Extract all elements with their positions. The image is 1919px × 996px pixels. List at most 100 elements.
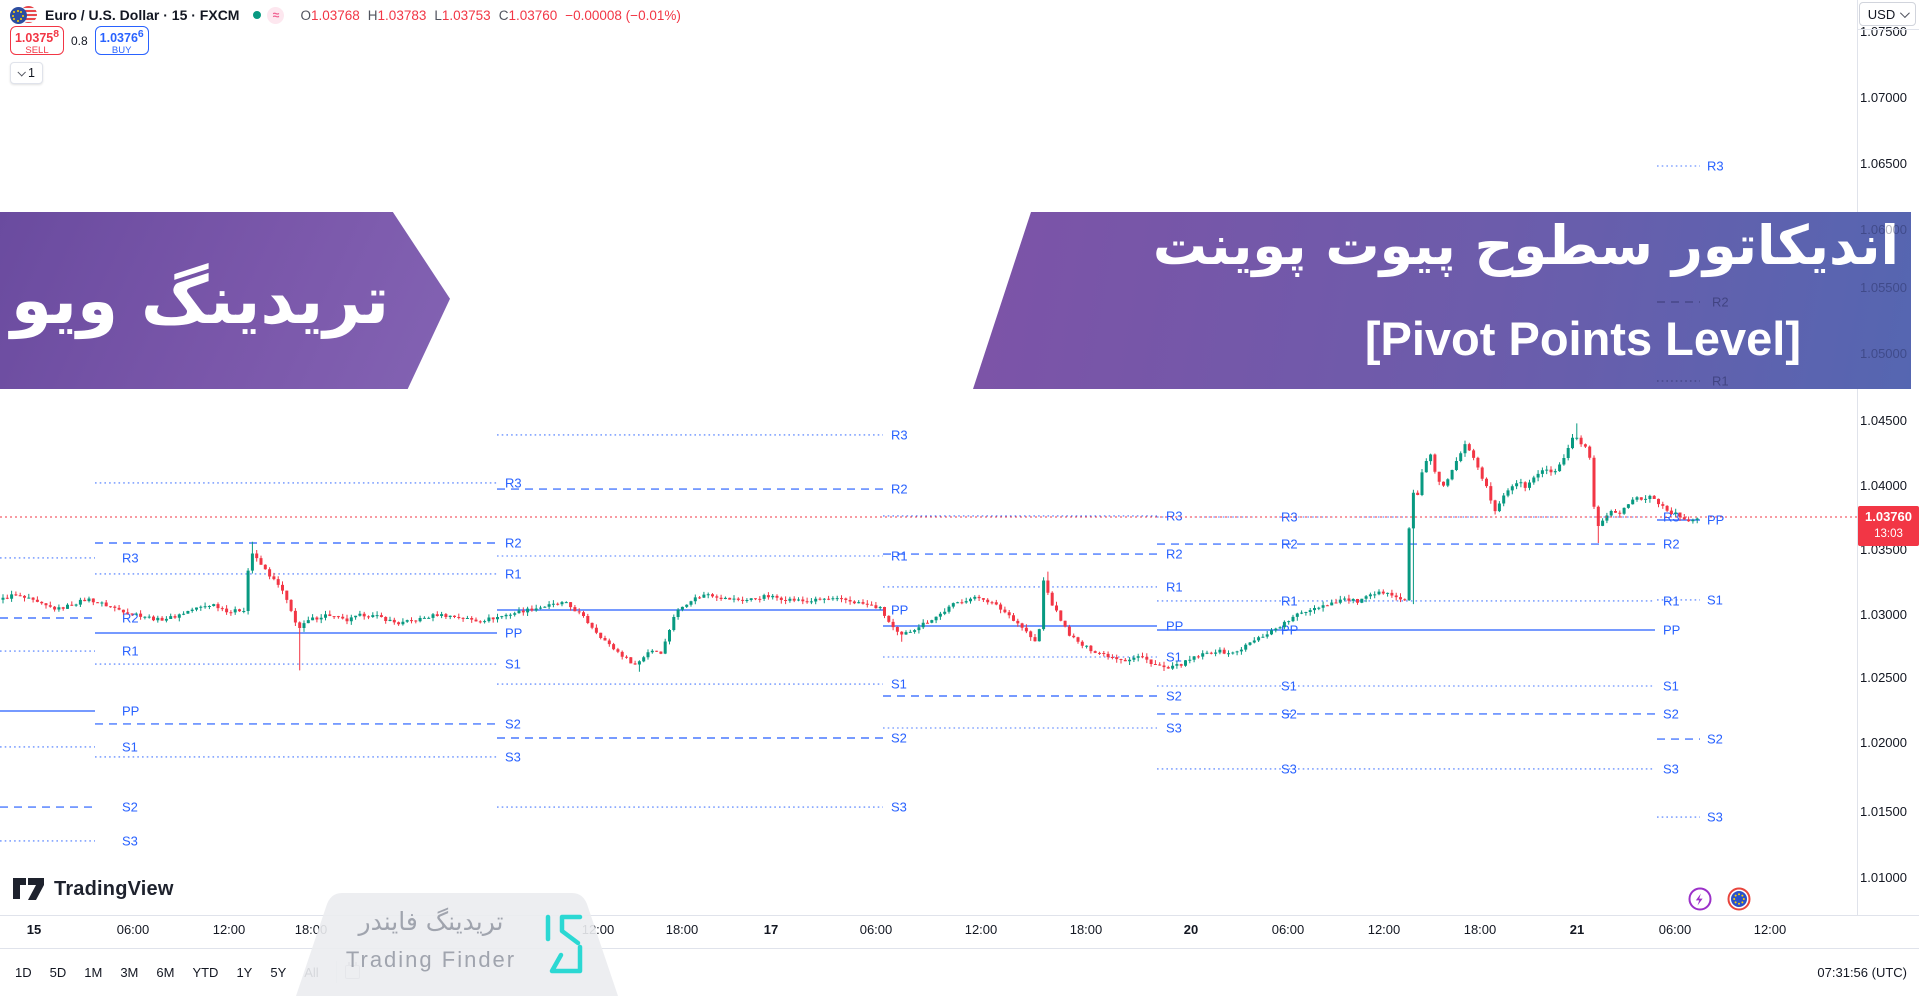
high-value: 1.03783 [377,7,427,23]
time-tick-06:00: 06:00 [116,922,150,937]
pivot-label-R3: R3 [1166,508,1183,523]
pivot-label-S3: S3 [1281,761,1297,776]
pivot-label-R2: R2 [1281,537,1298,552]
approx-data-icon[interactable]: ≈ [267,6,285,24]
time-tick-18:00: 18:00 [1463,922,1497,937]
open-value: 1.03768 [310,7,360,23]
time-axis-separator [0,915,1919,916]
pivot-label-R1: R1 [122,644,139,659]
time-tick-15: 15 [26,922,42,937]
time-tick-18:00: 18:00 [665,922,699,937]
currency-label: USD [1867,6,1896,22]
range-3M[interactable]: 3M [120,964,139,980]
symbol-flag-icon [10,6,38,24]
close-value: 1.03760 [508,7,558,23]
pivot-label-S1: S1 [1707,592,1723,607]
pivot-label-R3: R3 [122,550,139,565]
price-tick-1.06500: 1.06500 [1860,156,1907,171]
pivot-label-S1: S1 [891,677,907,692]
price-tick-1.07500: 1.07500 [1860,24,1907,39]
range-5Y[interactable]: 5Y [270,964,287,980]
chart-plot-area[interactable]: R3 R2 R1 PP S1 S2 S3 R3 R2 R1 PP S1 S2 S3 R3 R2 R1 PP S1 S2… [0,0,1857,915]
time-tick-20: 20 [1183,922,1199,937]
pivot-label-PP: PP [891,602,908,617]
symbol-title[interactable]: Euro / U.S. Dollar · 15 · FXCM [45,7,240,23]
sell-button[interactable]: 1.03758 SELL [10,26,64,56]
economic-event-eu-flag-icon[interactable] [1727,887,1751,911]
pivot-label-S3: S3 [1707,810,1723,825]
candle-bodies [5,437,1691,669]
pivot-label-R2: R2 [1712,294,1729,309]
bottom-toolbar: 1D5D1M3M6MYTD1Y5YAll 07:31:56 (UTC) [0,948,1919,995]
price-tick-1.07000: 1.07000 [1860,90,1907,105]
pivot-label-R2: R2 [505,536,522,551]
pivot-label-R1: R1 [1712,374,1729,389]
time-tick-21: 21 [1569,922,1585,937]
pivot-label-R1: R1 [505,566,522,581]
pivot-label-R1: R1 [1166,579,1183,594]
banner-title-english: [Pivot Points Level] [1364,312,1801,365]
pivot-label-S2: S2 [1281,706,1297,721]
price-tick-1.01000: 1.01000 [1860,870,1907,885]
price-tick-1.02500: 1.02500 [1860,670,1907,685]
promo-banner-right: اندیکاتور سطوح پیوت پوینت [Pivot Points … [973,212,1911,389]
time-tick-06:00: 06:00 [1271,922,1305,937]
economic-event-lightning-icon[interactable] [1688,887,1712,911]
pivot-label-R1: R1 [1281,593,1298,608]
bar-replay-count-widget[interactable]: 1 [10,62,43,84]
currency-selector[interactable]: USD [1859,2,1916,26]
pivot-label-PP: PP [1707,512,1724,527]
tradingview-logo-icon [13,878,44,900]
spread-value: 0.8 [71,33,88,48]
range-1Y[interactable]: 1Y [236,964,253,980]
price-tick-1.06000: 1.06000 [1860,222,1907,237]
pivot-label-S2: S2 [122,800,138,815]
pivot-label-S1: S1 [1281,679,1297,694]
axis-header-separator [1857,29,1919,30]
pivot-label-R2: R2 [1166,547,1183,562]
pivot-label-R1: R1 [891,549,908,564]
range-5D[interactable]: 5D [49,964,67,980]
pivot-label-R3: R3 [505,475,522,490]
ohlc-values: O1.03768 H1.03783 L1.03753 C1.03760 −0.0… [300,7,681,23]
buy-button[interactable]: 1.03766 BUY [94,26,149,56]
pivot-label-R3: R3 [1707,159,1724,174]
clock-utc[interactable]: 07:31:56 (UTC) [1817,965,1907,980]
pivot-label-S2: S2 [1707,732,1723,747]
price-tick-1.03000: 1.03000 [1860,607,1907,622]
promo-banner-left: تریدینگ ویو [0,212,450,389]
bars-count: 1 [28,66,35,80]
chevron-down-icon [17,68,26,77]
tradingview-logo[interactable]: TradingView [12,877,174,901]
candle-bodies [1,437,1699,669]
pivot-label-S2: S2 [1663,706,1679,721]
price-tick-1.04000: 1.04000 [1860,478,1907,493]
pivot-label-S2: S2 [891,731,907,746]
watermark-text-farsi: تریدینگ فایندر [358,907,504,936]
date-range-switcher: 1D5D1M3M6MYTD1Y5YAll [6,960,328,985]
time-tick-06:00: 06:00 [859,922,893,937]
pivot-label-R3: R3 [1281,510,1298,525]
trading-finder-watermark: تریدینگ فایندر Trading Finder [296,891,618,996]
tradingview-logo-text: TradingView [54,877,174,900]
range-1D[interactable]: 1D [15,964,32,980]
change-value: −0.00008 (−0.01%) [565,7,681,23]
time-tick-12:00: 12:00 [212,922,246,937]
market-open-dot-icon[interactable] [253,11,262,19]
chevron-down-icon [1900,7,1911,18]
range-1M[interactable]: 1M [84,964,103,980]
time-tick-12:00: 12:00 [964,922,998,937]
pivot-label-R2: R2 [891,482,908,497]
pivot-label-S3: S3 [505,749,521,764]
price-tick-1.04500: 1.04500 [1860,413,1907,428]
range-6M[interactable]: 6M [156,964,175,980]
pivot-label-S1: S1 [505,657,521,672]
watermark-text-english: Trading Finder [345,947,517,972]
range-YTD[interactable]: YTD [192,964,219,980]
banner-left-text: تریدینگ ویو [10,262,390,339]
pivot-label-R2: R2 [122,611,139,626]
low-value: 1.03753 [441,7,491,23]
pivot-label-S3: S3 [122,833,138,848]
time-tick-06:00: 06:00 [1658,922,1692,937]
